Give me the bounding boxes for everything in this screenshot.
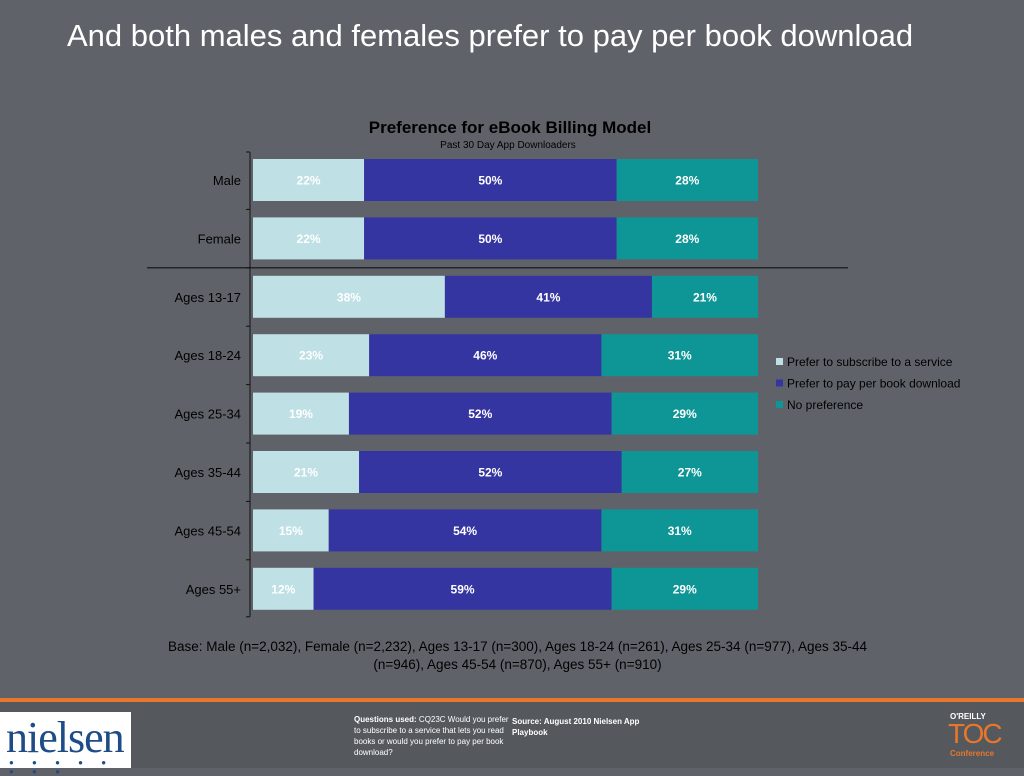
stacked-bar-chart: Preference for eBook Billing Model Past … (147, 118, 960, 618)
bar-segment (601, 509, 758, 552)
base-note: Base: Male (n=2,032), Female (n=2,232), … (167, 639, 868, 672)
category-label: Ages 55+ (186, 582, 241, 597)
category-axis: Male Female Ages 13-17 Ages 18-24 Ages 25-34… (147, 151, 848, 618)
data-label: 52% (478, 466, 502, 480)
category-label: Ages 18-24 (175, 348, 242, 363)
data-label: 22% (297, 232, 321, 246)
data-label: 23% (299, 349, 323, 363)
chart-subtitle: Past 30 Day App Downloaders (440, 140, 576, 151)
category-label: Ages 45-54 (175, 523, 242, 538)
source-note: Source: August 2010 Nielsen App Playbook (512, 717, 640, 737)
data-label: 28% (675, 232, 699, 246)
chart-title: Preference for eBook Billing Model (369, 118, 651, 137)
bar-segment (601, 334, 758, 377)
bar-segment (253, 275, 445, 318)
legend: Prefer to subscribe to a service Prefer t… (776, 355, 960, 412)
legend-label: Prefer to pay per book download (787, 377, 960, 391)
bar-segment (364, 217, 617, 260)
data-label: 19% (289, 407, 313, 421)
data-label: 12% (271, 582, 295, 596)
questions-label: Questions used: (354, 715, 417, 724)
category-label: Male (213, 173, 241, 188)
bar-segment (253, 567, 314, 610)
data-label: 38% (337, 290, 361, 304)
legend-label: Prefer to subscribe to a service (787, 355, 953, 369)
category-label: Ages 25-34 (175, 407, 242, 422)
data-label: 15% (279, 524, 303, 538)
data-label: 28% (675, 174, 699, 188)
data-label: 22% (297, 174, 321, 188)
legend-swatch (776, 401, 783, 408)
bar-segment (444, 275, 652, 318)
data-label: 21% (294, 466, 318, 480)
data-label: 29% (673, 582, 697, 596)
toc-publisher: O'REILLY (950, 712, 986, 721)
nielsen-dots: ● ● ● ● ● ● ● ● (9, 758, 115, 776)
data-label: 31% (668, 349, 692, 363)
data-label: 50% (478, 174, 502, 188)
bar-segment (253, 159, 365, 201)
bar-segment (253, 451, 360, 493)
category-label: Ages 35-44 (175, 465, 242, 480)
questions-note: Questions used: CQ23C Would you prefer t… (354, 714, 512, 758)
toc-wordmark: TOC (948, 718, 1003, 749)
category-label: Female (198, 231, 241, 246)
bar-segment (616, 159, 758, 201)
bar-segment (253, 509, 329, 552)
bar-segment (359, 451, 622, 493)
legend-label: No preference (787, 398, 863, 412)
data-label: 54% (453, 524, 477, 538)
bar-segment (348, 392, 612, 435)
bar-segment (369, 334, 602, 377)
questions-text: CQ23C Would you prefer to subscribe to a… (354, 715, 509, 757)
toc-logo: O'REILLY TOC Conference (946, 712, 1008, 762)
bar-segment (616, 217, 758, 260)
data-label: 52% (468, 407, 492, 421)
nielsen-logo: nielsen ● ● ● ● ● ● ● ● (0, 712, 131, 776)
bar-segment (364, 159, 617, 201)
bar-segment (328, 509, 602, 552)
data-label: 21% (693, 290, 717, 304)
data-label: 41% (536, 290, 560, 304)
bar-segment (621, 451, 758, 493)
data-label: 46% (473, 349, 497, 363)
toc-conference: Conference (950, 749, 995, 758)
bar-segment (253, 392, 349, 435)
bars: 22% 50% 28% 22% 50% 28% 38% 41% 21% 23% 46% 31% 19% 5… (253, 159, 758, 610)
footer-band (0, 702, 1024, 768)
bar-segment (611, 392, 758, 435)
bar-segment (651, 275, 758, 318)
bar-segment (253, 334, 370, 377)
slide-title: And both males and females prefer to pay… (67, 18, 914, 53)
legend-swatch (776, 358, 783, 365)
footer-rule (0, 698, 1024, 702)
bar-segment (253, 217, 365, 260)
legend-swatch (776, 379, 783, 387)
data-label: 50% (478, 232, 502, 246)
bar-segment (611, 567, 758, 610)
data-label: 59% (451, 582, 475, 596)
data-label: 29% (673, 407, 697, 421)
nielsen-wordmark: nielsen (6, 713, 125, 762)
data-label: 31% (668, 524, 692, 538)
bar-segment (313, 567, 612, 610)
data-label: 27% (678, 466, 702, 480)
category-label: Ages 13-17 (175, 290, 242, 305)
